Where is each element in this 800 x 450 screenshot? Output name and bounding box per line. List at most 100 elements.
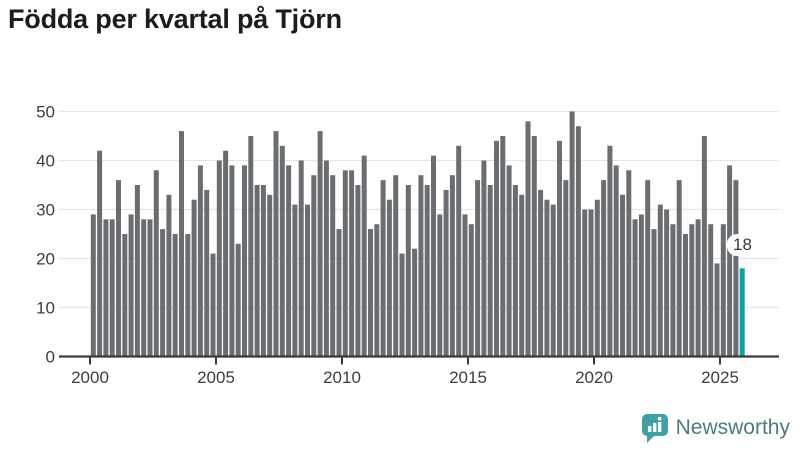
- bar-quarter: [431, 155, 436, 357]
- bar-quarter: [103, 219, 109, 357]
- bar-quarter: [651, 229, 657, 357]
- bar-quarter: [487, 185, 493, 357]
- x-axis-tick-label: 2005: [197, 368, 235, 387]
- bar-quarter: [368, 229, 373, 357]
- bar-quarter: [342, 170, 348, 357]
- bar-quarter: [544, 199, 550, 357]
- y-axis-tick-label: 0: [46, 348, 55, 367]
- bar-quarter: [229, 165, 235, 357]
- bar-quarter: [695, 219, 701, 357]
- bar-quarter: [424, 185, 430, 357]
- bar-quarter: [456, 145, 462, 357]
- bar-quarter: [355, 185, 361, 357]
- bar-quarter: [638, 214, 644, 357]
- x-axis-tick-label: 2010: [323, 368, 361, 387]
- bar-quarter: [720, 224, 726, 357]
- bar-quarter: [676, 180, 682, 357]
- bar-quarter: [153, 170, 159, 357]
- bar-quarter: [500, 136, 506, 357]
- bar-quarter: [292, 204, 298, 357]
- bar-quarter: [305, 204, 310, 357]
- bar-quarter: [538, 189, 544, 357]
- bar-latest-quarter-highlight: [739, 268, 745, 357]
- bar-quarter: [298, 160, 304, 357]
- bar-quarter: [380, 180, 386, 357]
- bar-quarter: [689, 224, 695, 357]
- bar-quarter: [97, 150, 103, 357]
- bar-quarter: [601, 180, 607, 357]
- x-axis-tick-label: 2020: [575, 368, 613, 387]
- bar-quarter: [393, 175, 399, 357]
- latest-bar-value-label: 18: [727, 234, 758, 256]
- bar-quarter: [317, 131, 323, 357]
- bar-quarter: [714, 263, 720, 357]
- bar-quarter: [626, 170, 632, 357]
- newsworthy-logo: Newsworthy: [641, 413, 790, 443]
- bar-quarter: [254, 185, 260, 357]
- bar-quarter: [109, 219, 115, 357]
- bar-quarter: [116, 180, 121, 357]
- bar-quarter: [386, 199, 392, 357]
- bar-quarter: [374, 224, 380, 357]
- bar-quarter: [475, 180, 481, 357]
- bar-quarter: [141, 219, 147, 357]
- bar-quarter: [286, 165, 292, 357]
- bar-quarter: [708, 224, 714, 357]
- bar-quarter: [657, 204, 663, 357]
- bar-quarter: [260, 185, 266, 357]
- bar-quarter: [506, 165, 512, 357]
- bar-quarter: [575, 126, 581, 357]
- logo-bar-tall: [657, 422, 662, 432]
- bar-quarter: [242, 165, 247, 357]
- bar-quarter: [462, 214, 468, 357]
- bar-quarter: [563, 180, 569, 357]
- y-axis-tick-label: 10: [36, 299, 55, 318]
- logo-exclamation-dot: [657, 417, 662, 421]
- bar-quarter: [620, 194, 625, 357]
- bar-quarter: [336, 229, 342, 357]
- bar-quarter: [512, 185, 518, 357]
- y-axis-tick-label: 40: [36, 152, 55, 171]
- bar-quarter: [670, 224, 676, 357]
- bar-quarter: [727, 165, 733, 357]
- bar-quarter: [273, 131, 279, 357]
- bar-quarter: [664, 209, 670, 357]
- bar-quarter: [481, 160, 487, 357]
- bar-quarter: [531, 136, 537, 357]
- bar-quarter: [210, 253, 216, 357]
- bar-quarter: [468, 224, 474, 357]
- bar-quarter: [443, 189, 449, 357]
- bar-quarter: [519, 194, 525, 357]
- bar-quarter: [632, 219, 638, 357]
- bar-quarter: [160, 229, 166, 357]
- newsworthy-logo-icon: [641, 414, 668, 443]
- bar-quarter: [582, 209, 588, 357]
- bar-quarter: [412, 248, 418, 357]
- bar-quarter: [179, 131, 184, 357]
- bar-quarter: [128, 214, 134, 357]
- bar-quarter: [645, 180, 651, 357]
- bar-quarter: [311, 175, 317, 357]
- bar-quarter: [90, 214, 96, 357]
- newsworthy-logo-text: Newsworthy: [675, 416, 790, 439]
- logo-bar-small: [647, 426, 652, 432]
- y-axis-tick-label: 20: [36, 250, 55, 269]
- bar-quarter: [279, 145, 285, 357]
- bar-quarter: [683, 234, 688, 357]
- y-axis-tick-label: 30: [36, 201, 55, 220]
- bar-quarter: [550, 204, 556, 357]
- bar-quarter: [185, 234, 191, 357]
- bar-quarter: [323, 160, 329, 357]
- bar-quarter: [248, 136, 254, 357]
- bar-quarter: [166, 194, 172, 357]
- y-axis-tick-label: 50: [36, 103, 55, 122]
- logo-bar-medium: [652, 423, 657, 432]
- bar-quarter: [267, 194, 273, 357]
- bar-quarter: [399, 253, 405, 357]
- bar-quarter: [569, 111, 575, 357]
- bar-quarter: [134, 185, 140, 357]
- x-axis-tick-label: 2025: [701, 368, 739, 387]
- bar-quarter: [216, 160, 222, 357]
